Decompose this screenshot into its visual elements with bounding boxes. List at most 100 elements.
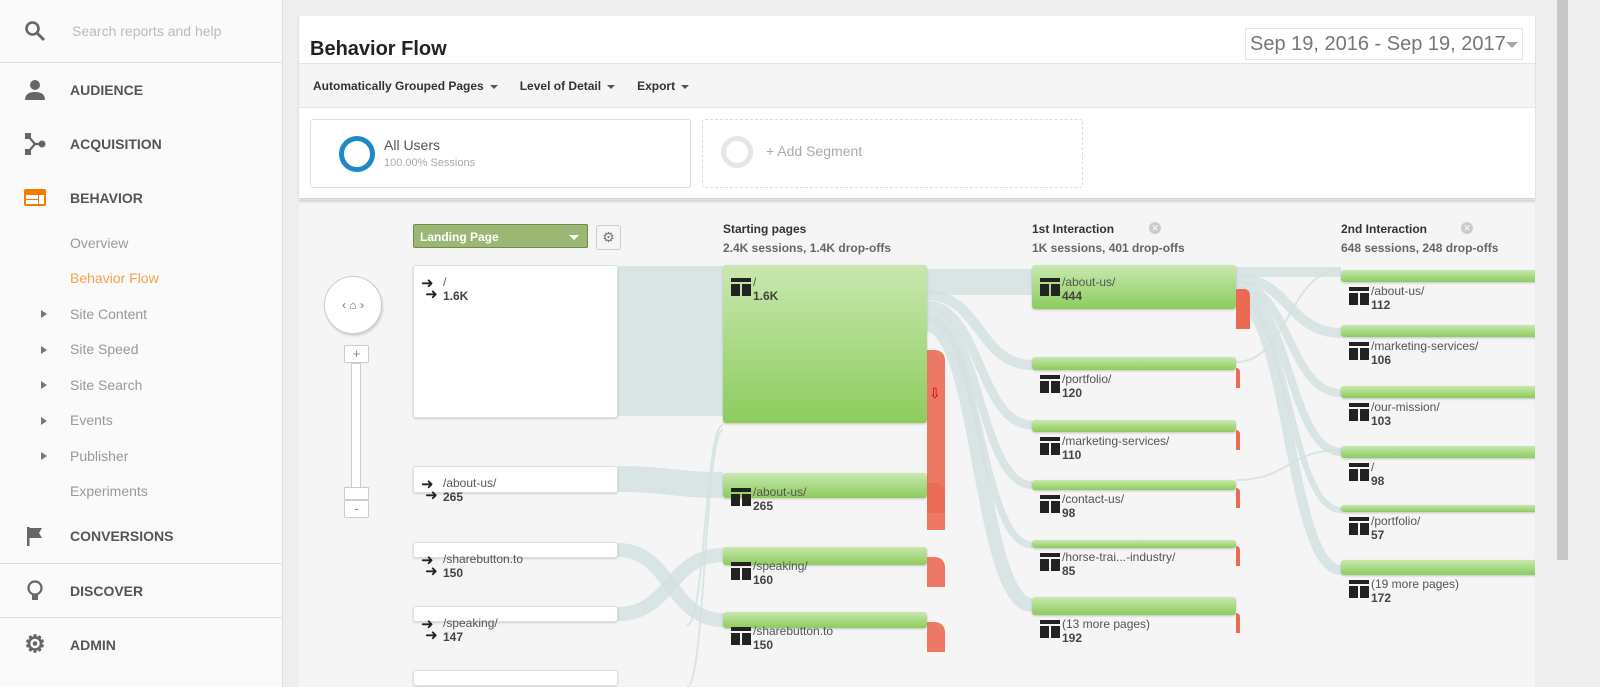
nav-publisher[interactable]: Publisher [0, 438, 282, 474]
flow-connection [1235, 269, 1342, 363]
node-label: /portfolio/57 [1371, 514, 1420, 542]
node-sessions: 265 [443, 490, 464, 504]
level-of-detail-menu[interactable]: Level of Detail [520, 79, 616, 93]
search-bar[interactable]: Search reports and help [0, 0, 282, 63]
landing-node[interactable] [413, 466, 618, 493]
remove-column-icon[interactable]: ✕ [1149, 222, 1161, 234]
scrollbar[interactable] [1557, 0, 1568, 560]
zoom-in-button[interactable]: + [344, 345, 369, 363]
node-label: /sharebutton.to 150 [443, 552, 523, 580]
search-icon [25, 21, 46, 42]
segment-ring-icon [339, 136, 375, 172]
dropoff-indicator[interactable] [1236, 289, 1250, 329]
dropoff-indicator[interactable] [1236, 488, 1240, 508]
page-title: Behavior Flow [310, 38, 447, 60]
add-segment-button[interactable]: + Add Segment [702, 119, 1083, 188]
starting-page-node[interactable] [723, 547, 927, 565]
node-label: (13 more pages) 192 [1062, 617, 1150, 645]
grouped-pages-menu[interactable]: Automatically Grouped Pages [313, 79, 498, 93]
starting-page-node[interactable] [723, 265, 927, 423]
dropoff-indicator[interactable] [927, 622, 945, 652]
nav-experiments[interactable]: Experiments [70, 483, 148, 500]
dropoff-indicator[interactable] [1236, 546, 1240, 566]
page-icon [731, 562, 751, 584]
page-icon [1040, 495, 1060, 517]
interaction-node[interactable] [1341, 270, 1535, 282]
interaction-node[interactable] [1341, 386, 1535, 398]
landing-node[interactable] [413, 606, 618, 622]
nav-overview[interactable]: Overview [70, 234, 129, 251]
nav-acquisition[interactable]: ACQUISITION [0, 117, 282, 171]
landing-arrow-icon: ➜ ➜ [421, 552, 438, 580]
node-label: /about-us/444 [1062, 275, 1115, 303]
remove-column-icon[interactable]: ✕ [1461, 222, 1473, 234]
node-page: /sharebutton.to [443, 552, 524, 566]
starting-page-node[interactable] [723, 473, 927, 498]
nav-site-content[interactable]: Site Content [0, 296, 282, 332]
node-sessions: 172 [1371, 591, 1392, 605]
nav-behavior[interactable]: BEHAVIOR [0, 171, 282, 225]
node-page: / [753, 275, 757, 289]
nav-site-search[interactable]: Site Search [0, 367, 282, 403]
dropoff-indicator[interactable] [927, 557, 945, 587]
settings-gear-icon[interactable]: ⚙ [596, 225, 621, 250]
nav-admin[interactable]: ⚙ ADMIN [0, 617, 282, 671]
interaction-node[interactable] [1032, 540, 1236, 548]
node-sessions: 85 [1062, 564, 1076, 578]
landing-node[interactable] [413, 670, 618, 686]
page-icon [731, 488, 751, 510]
nav-discover[interactable]: DISCOVER [0, 563, 282, 617]
node-label: /portfolio/120 [1062, 372, 1111, 400]
node-page: /about-us/ [443, 476, 497, 490]
interaction-node[interactable] [1032, 420, 1236, 432]
home-navigation-button[interactable]: ‹ ⌂ › [324, 276, 382, 334]
node-page: / [1371, 460, 1375, 474]
dimension-selector[interactable]: Landing Page [413, 224, 588, 248]
nav-audience[interactable]: AUDIENCE [0, 63, 282, 117]
person-icon [23, 78, 47, 102]
dropoff-indicator[interactable] [1236, 368, 1240, 388]
dropoff-indicator[interactable] [1236, 430, 1240, 450]
interaction-node[interactable] [1341, 560, 1535, 575]
segment-sessions: 100.00% Sessions [384, 157, 476, 169]
node-label: /1.6K [443, 275, 468, 303]
column-title: Starting pages [723, 222, 807, 236]
zoom-slider[interactable] [351, 363, 361, 500]
date-range-picker[interactable]: Sep 19, 2016 - Sep 19, 2017 [1245, 28, 1523, 60]
node-sessions: 150 [753, 638, 774, 652]
dropoff-indicator[interactable] [927, 483, 945, 513]
interaction-node[interactable] [1032, 265, 1236, 309]
segment-all-users[interactable]: All Users 100.00% Sessions [310, 119, 691, 188]
interaction-node[interactable] [1341, 325, 1535, 337]
nav-conversions[interactable]: CONVERSIONS [0, 509, 282, 563]
interaction-node[interactable] [1341, 446, 1535, 458]
page-icon [1040, 278, 1060, 300]
flow-connection [617, 548, 724, 621]
landing-node[interactable] [413, 542, 618, 558]
nav-events[interactable]: Events [0, 403, 282, 439]
node-page: /about-us/ [1371, 284, 1425, 298]
zoom-out-button[interactable]: - [344, 500, 369, 518]
export-menu[interactable]: Export [637, 79, 690, 93]
dropoff-indicator[interactable] [1236, 613, 1240, 633]
node-sessions: 106 [1371, 353, 1392, 367]
landing-node[interactable] [413, 265, 618, 418]
interaction-node[interactable] [1341, 505, 1535, 512]
interaction-node[interactable] [1032, 357, 1236, 370]
node-label: /sharebutton.to 150 [753, 624, 833, 652]
nav-behavior-flow[interactable]: Behavior Flow [70, 270, 159, 287]
node-sessions: 160 [753, 573, 774, 587]
node-sessions: 112 [1371, 298, 1391, 312]
zoom-slider-handle[interactable] [344, 487, 369, 500]
node-page: /our-mission/ [1371, 400, 1440, 414]
starting-page-node[interactable] [723, 612, 927, 628]
flow-connection [926, 308, 1033, 489]
interaction-node[interactable] [1032, 480, 1236, 490]
search-input[interactable]: Search reports and help [72, 23, 222, 39]
nav-label: DISCOVER [70, 582, 144, 599]
nav-label: ADMIN [70, 636, 116, 653]
interaction-node[interactable] [1032, 597, 1236, 615]
node-label: /speaking/147 [443, 616, 498, 644]
node-page: /portfolio/ [1062, 372, 1112, 386]
nav-site-speed[interactable]: Site Speed [0, 332, 282, 368]
